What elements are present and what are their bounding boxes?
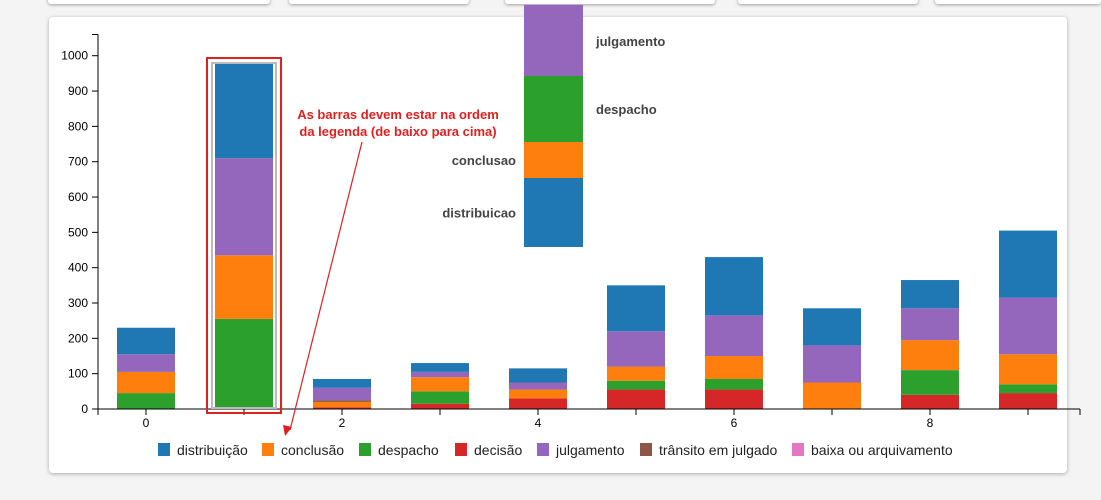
bar-segment (607, 285, 665, 332)
bar-segment (117, 354, 175, 372)
top-card-4 (738, 0, 918, 4)
bar-segment (215, 158, 273, 256)
x-tick-label: 0 (143, 416, 150, 430)
legend-swatch (537, 443, 549, 456)
bar-segment (117, 393, 175, 409)
y-tick-label: 600 (68, 190, 88, 204)
bar-segment (411, 391, 469, 404)
y-tick-label: 1000 (61, 49, 88, 63)
bar-segment (313, 401, 371, 408)
bar-segment (705, 389, 763, 409)
highlight-inner-frame (211, 62, 277, 409)
y-tick-label: 800 (68, 119, 88, 133)
bar-segment (803, 308, 861, 346)
inset-segment-despacho (524, 76, 583, 142)
legend-item-label: despacho (378, 442, 439, 458)
legend-swatch (158, 443, 170, 456)
y-tick-label: 100 (68, 367, 88, 381)
bar-segment (215, 255, 273, 319)
bar-segment (999, 393, 1057, 409)
bar-segment (803, 382, 861, 409)
y-tick-label: 700 (68, 155, 88, 169)
y-tick-label: 300 (68, 296, 88, 310)
y-tick-label: 200 (68, 331, 88, 345)
bar-segment (509, 382, 567, 390)
inset-segment-conclusao (524, 142, 583, 178)
bar-segment (705, 315, 763, 357)
bar-segment (509, 389, 567, 399)
y-tick-label: 400 (68, 261, 88, 275)
bar-segment (411, 363, 469, 372)
legend-swatch (455, 443, 467, 456)
y-tick-label: 900 (68, 84, 88, 98)
bar-segment (313, 378, 371, 388)
legend-item-label: trânsito em julgado (659, 442, 778, 458)
top-card-2 (289, 0, 469, 4)
annotation-text-line1: As barras devem estar na ordem (297, 107, 499, 122)
y-tick-label: 500 (68, 225, 88, 239)
bar-segment (411, 371, 469, 378)
inset-label-conclusao: conclusao (452, 153, 516, 168)
legend-item-label: decisão (474, 442, 522, 458)
bar-segment (607, 380, 665, 390)
bar-segment (411, 377, 469, 392)
bar-segment (509, 398, 567, 409)
legend-swatch (640, 443, 652, 456)
bar-segment (313, 400, 371, 402)
legend-swatch (262, 443, 274, 456)
legend-item-label: conclusão (281, 442, 344, 458)
bar-segment (117, 327, 175, 355)
bar-segment (999, 384, 1057, 394)
bar-segment (215, 318, 273, 409)
bar-segment (313, 407, 371, 409)
bar-segment (509, 368, 567, 383)
bar-segment (901, 370, 959, 395)
bar-segment (999, 354, 1057, 385)
bar-segment (117, 371, 175, 394)
inset-label-distribuicao: distribuicao (442, 206, 516, 221)
x-tick-label: 4 (535, 416, 542, 430)
bar-segment (215, 62, 273, 159)
legend-swatch (359, 443, 371, 456)
legend-item-label: baixa ou arquivamento (811, 442, 953, 458)
bar-segment (901, 308, 959, 341)
x-tick-label: 8 (927, 416, 934, 430)
bar-segment (705, 378, 763, 390)
bar-segment (607, 389, 665, 409)
legend-item-label: julgamento (555, 442, 625, 458)
x-tick-label: 6 (731, 416, 738, 430)
annotation-arrow-head (283, 425, 292, 436)
highlight-box (206, 57, 282, 414)
y-tick-label: 0 (81, 402, 88, 416)
x-tick-label: 2 (339, 416, 346, 430)
bar-segment (901, 280, 959, 309)
annotation-text-line2: da legenda (de baixo para cima) (299, 124, 496, 139)
bar-segment (999, 230, 1057, 298)
legend-swatch (792, 443, 804, 456)
bar-segment (411, 403, 469, 409)
bar-segment (999, 297, 1057, 355)
top-card-1 (48, 0, 270, 4)
bar-segment (803, 345, 861, 383)
bar-segment (313, 387, 371, 401)
inset-segment-distribuicao (524, 178, 583, 247)
bar-segment (607, 366, 665, 381)
bar-segment (607, 331, 665, 367)
bar-segment (705, 257, 763, 316)
inset-segment-julgamento (524, 4, 583, 76)
top-card-3 (505, 0, 715, 4)
inset-label-despacho: despacho (596, 102, 657, 117)
legend-item-label: distribuição (177, 442, 248, 458)
bar-segment (901, 340, 959, 371)
bar-segment (705, 356, 763, 379)
inset-label-julgamento: julgamento (595, 34, 665, 49)
bar-segment (901, 394, 959, 409)
top-card-5 (935, 0, 1101, 4)
annotation-arrow-line (289, 141, 363, 431)
